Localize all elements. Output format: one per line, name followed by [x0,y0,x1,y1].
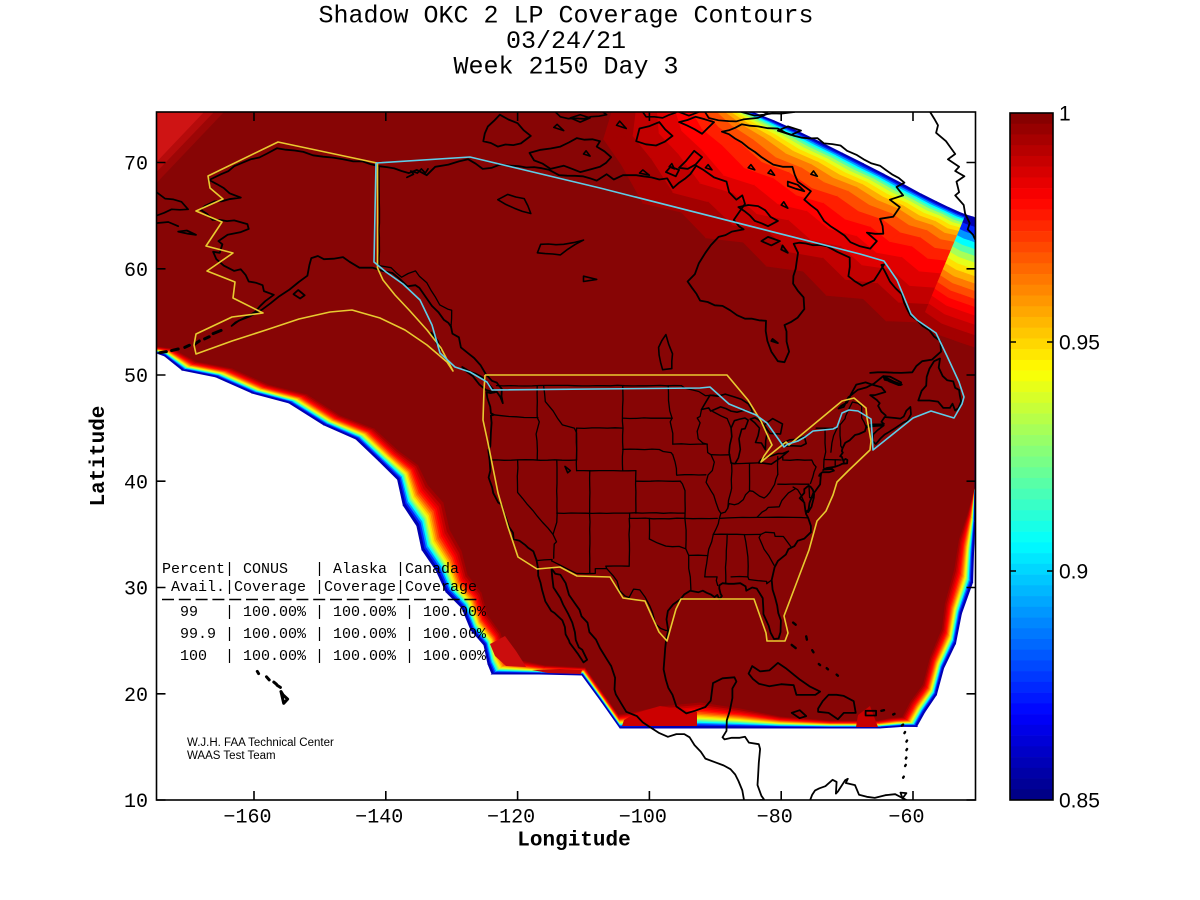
svg-text:60: 60 [124,260,148,283]
svg-text:Percent| CONUS | Alaska |Can: Percent| CONUS | Alaska |Canada [162,561,459,578]
svg-text:−60: −60 [888,807,924,830]
svg-text:−120: −120 [487,807,535,830]
svg-text:1: 1 [1059,103,1071,126]
svg-text:20: 20 [124,685,148,708]
svg-text:Week 2150 Day 3: Week 2150 Day 3 [453,53,678,82]
svg-text:−160: −160 [223,807,271,830]
svg-text:0.95: 0.95 [1059,332,1100,355]
svg-text:100 | 100.00% | 100.00% | 100: 100 | 100.00% | 100.00% | 100.00% [162,648,487,665]
svg-text:10: 10 [124,791,148,814]
svg-text:03/24/21: 03/24/21 [506,27,626,56]
svg-text:Shadow OKC 2 LP Coverage Conto: Shadow OKC 2 LP Coverage Contours [318,2,813,31]
svg-text:99.9 | 100.00% | 100.00% | 100: 99.9 | 100.00% | 100.00% | 100.00% [162,626,487,643]
svg-text:50: 50 [124,366,148,389]
svg-text:WAAS Test Team: WAAS Test Team [187,750,276,762]
svg-text:−80: −80 [757,807,793,830]
svg-text:−140: −140 [355,807,403,830]
svg-text:W.J.H. FAA Technical Center: W.J.H. FAA Technical Center [187,737,334,749]
svg-text:99 | 100.00% | 100.00% | 100: 99 | 100.00% | 100.00% | 100.00% [162,604,487,621]
svg-text:Avail.|Coverage |Coverage|Cove: Avail.|Coverage |Coverage|Coverage [162,579,477,596]
svg-text:70: 70 [124,154,148,177]
svg-text:Latitude: Latitude [88,406,111,507]
svg-text:−100: −100 [619,807,667,830]
svg-text:0.9: 0.9 [1059,561,1088,584]
svg-text:0.85: 0.85 [1059,790,1100,813]
svg-text:30: 30 [124,579,148,602]
svg-text:40: 40 [124,472,148,495]
svg-text:Longitude: Longitude [517,830,630,853]
